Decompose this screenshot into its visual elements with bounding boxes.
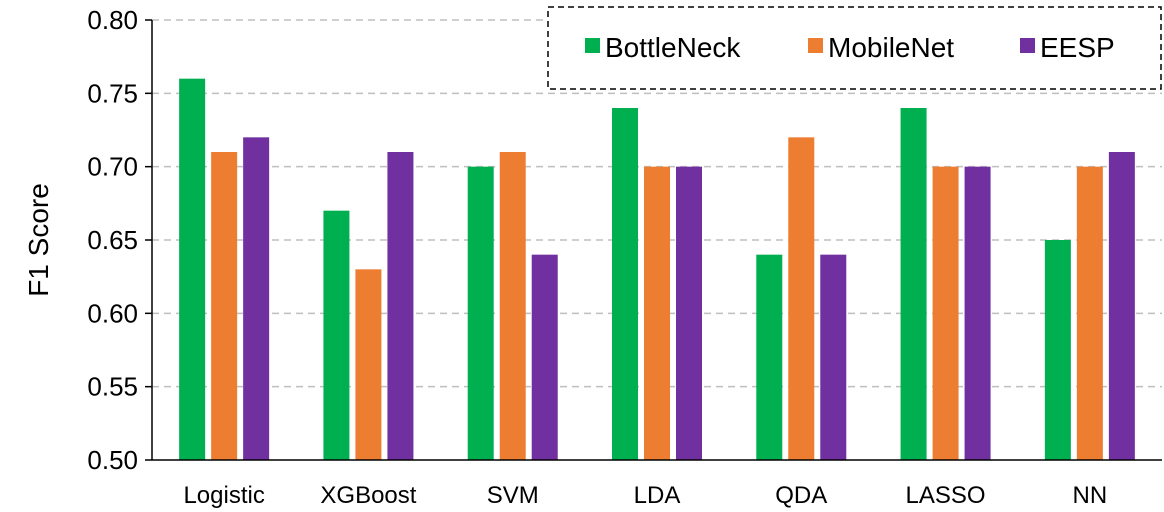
bar-mobilenet-lasso: [932, 166, 959, 460]
bar-mobilenet-nn: [1076, 166, 1103, 460]
bar-eesp-nn: [1108, 152, 1135, 460]
bar-bottleneck-logistic: [179, 78, 206, 461]
legend-box: [547, 6, 1162, 90]
legend-swatch-eesp: [1020, 38, 1035, 53]
bar-eesp-logistic: [243, 137, 270, 461]
bar-bottleneck-lasso: [900, 108, 927, 460]
legend: BottleNeck MobileNet EESP: [547, 6, 1162, 90]
x-tick-label: XGBoost: [320, 482, 416, 509]
y-tick-label: 0.80: [87, 5, 138, 35]
bar-mobilenet-xgboost: [355, 269, 382, 460]
bar-bottleneck-xgboost: [323, 210, 350, 460]
legend-swatch-mobilenet: [808, 38, 823, 53]
legend-swatch-bottleneck: [585, 38, 600, 53]
x-tick-label: QDA: [775, 482, 827, 509]
bar-bottleneck-qda: [756, 254, 783, 460]
bar-eesp-lasso: [964, 166, 991, 460]
y-tick-label: 0.70: [87, 152, 138, 182]
bar-eesp-svm: [531, 254, 558, 460]
y-tick-label: 0.75: [87, 78, 138, 108]
y-tick-labels: 0.50 0.55 0.60 0.65 0.70 0.75 0.80: [87, 5, 152, 475]
bar-mobilenet-svm: [499, 152, 526, 460]
bar-mobilenet-qda: [788, 137, 815, 461]
bar-eesp-xgboost: [387, 152, 414, 460]
y-tick-label: 0.50: [87, 445, 138, 475]
y-tick-label: 0.65: [87, 225, 138, 255]
bar-bottleneck-nn: [1044, 240, 1071, 460]
legend-label-mobilenet: MobileNet: [828, 32, 954, 63]
y-tick-label: 0.60: [87, 298, 138, 328]
x-tick-labels: Logistic XGBoost SVM LDA QDA LASSO NN: [183, 482, 1107, 509]
bar-eesp-lda: [676, 166, 702, 460]
y-axis-title: F1 Score: [23, 183, 54, 297]
x-tick-label: LASSO: [906, 482, 986, 509]
bar-mobilenet-lda: [644, 166, 670, 460]
legend-label-eesp: EESP: [1040, 32, 1115, 63]
bar-bottleneck-lda: [612, 108, 638, 460]
x-tick-label: Logistic: [183, 482, 264, 509]
bars: [179, 78, 1135, 461]
x-tick-label: LDA: [634, 482, 681, 509]
y-tick-label: 0.55: [87, 372, 138, 402]
x-tick-label: SVM: [487, 482, 539, 509]
bar-eesp-qda: [820, 254, 847, 460]
x-tick-label: NN: [1073, 482, 1108, 509]
bar-bottleneck-svm: [467, 166, 494, 460]
bar-mobilenet-logistic: [211, 152, 238, 460]
legend-label-bottleneck: BottleNeck: [605, 32, 741, 63]
